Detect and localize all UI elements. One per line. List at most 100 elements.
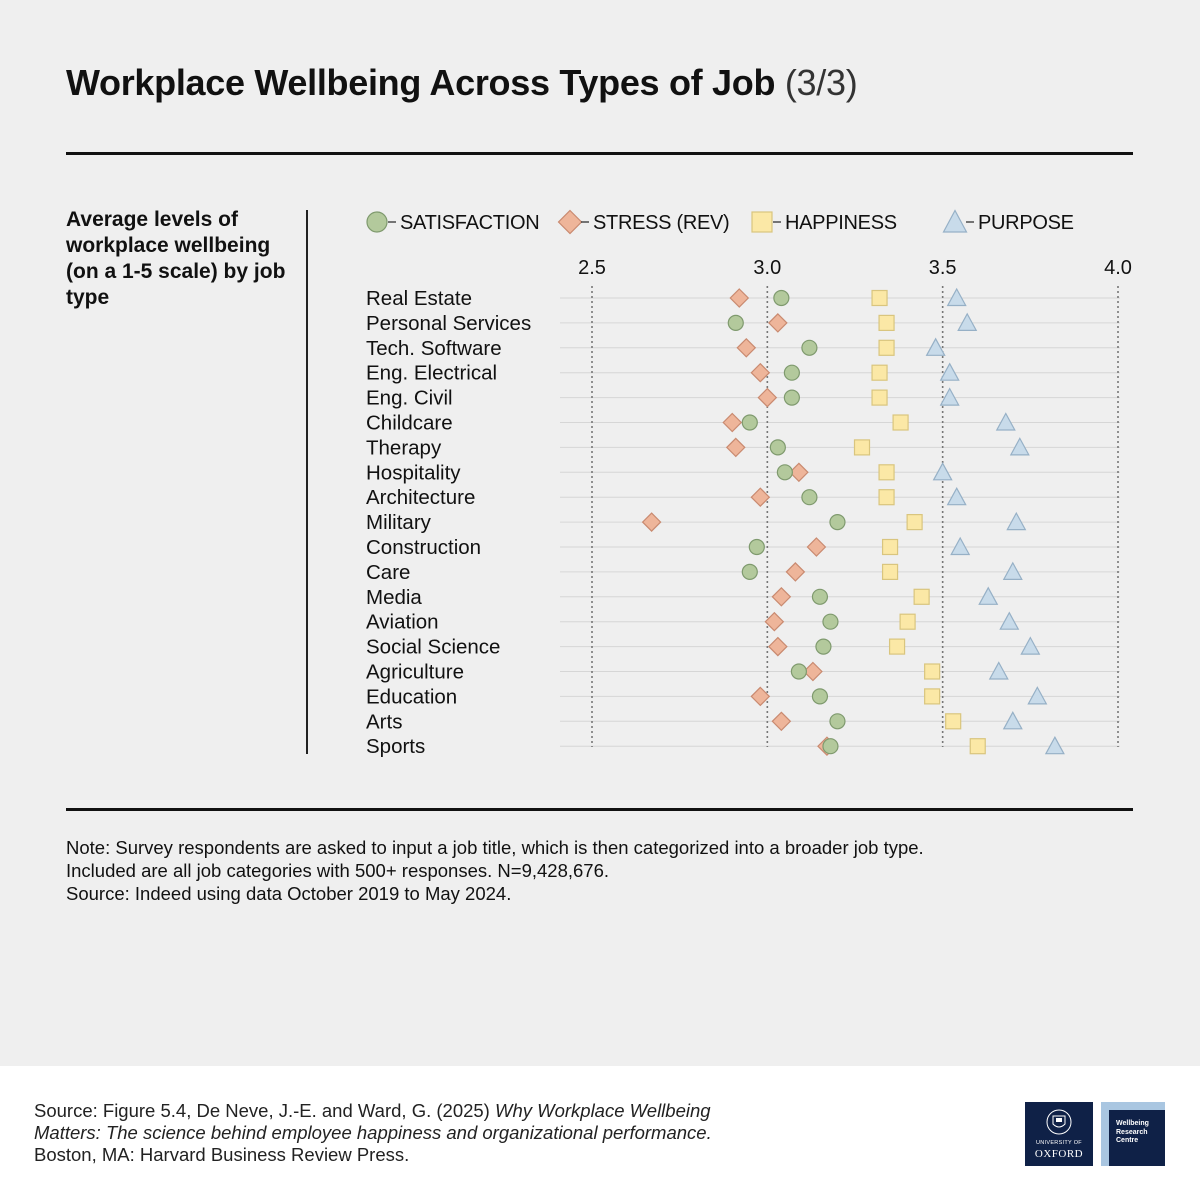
point-diamond	[750, 487, 771, 508]
oxford-crest-icon	[1046, 1109, 1072, 1135]
category-label: Eng. Civil	[366, 387, 453, 410]
point-square	[881, 538, 899, 556]
point-diamond	[806, 537, 827, 557]
vertical-divider	[306, 210, 308, 754]
category-label: Architecture	[366, 486, 475, 509]
point-diamond	[725, 437, 746, 458]
point-triangle	[957, 312, 978, 331]
point-triangle	[988, 661, 1009, 680]
citation-book-title: Why Workplace Wellbeing Matters: The sci…	[34, 1100, 712, 1143]
point-diamond	[768, 313, 788, 333]
point-diamond	[764, 611, 785, 632]
point-diamond	[768, 636, 788, 657]
category-label: Personal Services	[366, 312, 531, 335]
category-label: Tech. Software	[366, 337, 502, 360]
point-square	[969, 738, 986, 755]
x-tick-label: 4.0	[1104, 257, 1132, 279]
point-circle	[822, 613, 839, 630]
category-label: Childcare	[366, 412, 453, 435]
point-circle	[829, 713, 846, 730]
point-triangle	[1020, 636, 1041, 655]
point-circle	[811, 688, 829, 705]
point-circle	[801, 339, 818, 356]
point-circle	[822, 738, 839, 755]
point-square	[871, 364, 888, 381]
point-diamond	[771, 711, 792, 732]
legend-marker-diamond	[557, 209, 583, 235]
point-square	[881, 563, 899, 581]
category-label: Arts	[366, 710, 402, 733]
point-circle	[741, 563, 758, 581]
point-circle	[801, 489, 818, 506]
point-square	[878, 339, 895, 356]
legend-marker-square	[751, 211, 773, 233]
legend-label: HAPPINESS	[785, 212, 897, 234]
point-circle	[727, 314, 744, 331]
point-triangle	[999, 611, 1020, 630]
point-diamond	[803, 661, 823, 682]
category-label: Military	[366, 511, 432, 534]
wrc-logo-line2: Research	[1116, 1128, 1148, 1136]
point-triangle	[939, 387, 960, 406]
title-part: (3/3)	[784, 62, 858, 103]
wrc-logo-line1: Wellbeing	[1116, 1120, 1149, 1127]
point-triangle	[978, 586, 999, 605]
legend-label: SATISFACTION	[400, 212, 539, 234]
x-tick-label: 3.0	[753, 257, 781, 279]
category-label: Care	[366, 561, 410, 584]
point-circle	[748, 538, 765, 556]
category-label: Real Estate	[366, 287, 472, 310]
point-circle	[741, 414, 758, 431]
oxford-logo-line1: UNIVERSITY OF	[1036, 1140, 1082, 1146]
point-triangle	[946, 287, 967, 307]
point-square	[924, 688, 941, 705]
point-square	[878, 314, 895, 331]
bottom-divider	[66, 808, 1133, 811]
category-label: Hospitality	[366, 461, 461, 484]
top-divider	[66, 152, 1133, 155]
point-circle	[769, 439, 786, 456]
point-diamond	[757, 387, 778, 408]
point-diamond	[641, 512, 662, 532]
point-diamond	[729, 288, 750, 308]
point-diamond	[750, 686, 771, 707]
point-circle	[773, 289, 790, 307]
category-label: Agriculture	[366, 661, 464, 684]
point-square	[871, 389, 888, 406]
point-circle	[783, 389, 800, 406]
chart-description: Average levels of workplace wellbeing (o…	[66, 208, 286, 309]
point-circle	[829, 513, 846, 531]
point-triangle	[946, 486, 967, 506]
note-line-2: Included are all job categories with 500…	[66, 860, 610, 881]
point-triangle	[950, 536, 971, 556]
footer: Source: Figure 5.4, De Neve, J.-E. and W…	[0, 1066, 1200, 1200]
point-circle	[776, 464, 793, 481]
wrc-logo-line3: Centre	[1116, 1137, 1139, 1144]
point-circle	[783, 364, 800, 381]
category-label: Construction	[366, 536, 481, 559]
point-triangle	[995, 412, 1016, 431]
x-tick-label: 3.5	[929, 257, 957, 279]
point-triangle	[1044, 735, 1065, 755]
citation-suffix: Boston, MA: Harvard Business Review Pres…	[34, 1144, 410, 1165]
point-triangle	[932, 462, 953, 481]
point-circle	[815, 638, 832, 655]
point-circle	[811, 588, 829, 605]
oxford-logo: UNIVERSITY OF OXFORD	[1025, 1102, 1093, 1166]
point-diamond	[789, 462, 809, 483]
citation-prefix: Source: Figure 5.4, De Neve, J.-E. and W…	[34, 1100, 495, 1121]
point-diamond	[736, 337, 757, 358]
category-label: Social Science	[366, 636, 500, 659]
category-label: Eng. Electrical	[366, 362, 497, 385]
category-label: Media	[366, 586, 422, 609]
point-diamond	[750, 362, 771, 383]
point-square	[871, 289, 888, 307]
point-square	[913, 588, 930, 605]
note-line-3: Source: Indeed using data October 2019 t…	[66, 883, 512, 904]
notes-block: Note: Survey respondents are asked to in…	[66, 836, 1146, 905]
page-title: Workplace Wellbeing Across Types of Job …	[66, 62, 858, 104]
point-square	[878, 464, 895, 481]
point-square	[853, 439, 871, 456]
x-tick-label: 2.5	[578, 257, 606, 279]
point-triangle	[1009, 437, 1030, 456]
